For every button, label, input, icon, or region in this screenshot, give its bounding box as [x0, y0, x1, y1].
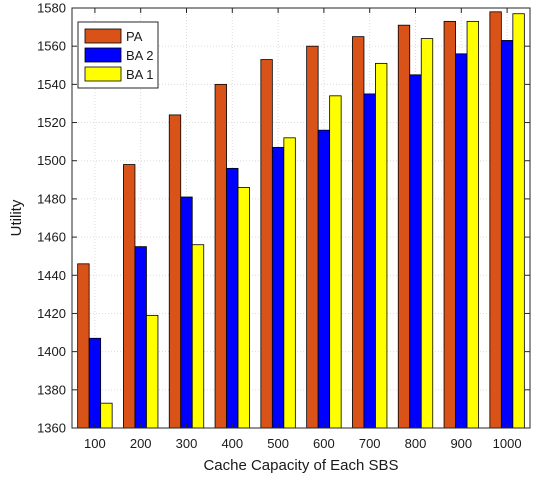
ticks: 1360 1380 1400 1420 1440 1460 1480 1500 1520 1540…	[37, 1, 530, 451]
x-tick-label: 500	[267, 436, 289, 451]
bar-pa	[77, 263, 90, 429]
bar-ba-1	[283, 137, 296, 429]
legend-swatch	[84, 28, 122, 44]
bar-ba-1	[100, 402, 113, 429]
y-tick-label: 1380	[37, 382, 66, 397]
legend: PA BA 2 BA 1	[77, 21, 159, 89]
bar-pa	[352, 36, 365, 429]
bar-ba-2	[88, 337, 102, 429]
bar-ba-2	[180, 196, 193, 429]
bar-pa	[397, 24, 411, 429]
bar-ba-1	[237, 187, 250, 429]
y-tick-label: 1560	[37, 39, 66, 54]
legend-label: BA 2	[126, 48, 153, 63]
bar-ba-1	[420, 38, 434, 429]
bar-ba-2	[134, 246, 147, 429]
bar-ba-1	[191, 244, 205, 429]
x-tick-label: 600	[313, 436, 335, 451]
x-tick-label: 300	[176, 436, 198, 451]
x-tick-label: 800	[405, 436, 427, 451]
bar-ba-1	[512, 13, 525, 429]
y-tick-label: 1400	[37, 344, 66, 359]
y-axis-label: Utility	[8, 199, 25, 236]
y-tick-label: 1460	[37, 230, 66, 245]
bar-ba-2	[500, 40, 514, 429]
y-tick-label: 1500	[37, 153, 66, 168]
y-tick-label: 1520	[37, 115, 66, 130]
legend-label: PA	[126, 29, 143, 44]
bar-ba-2	[317, 129, 331, 429]
y-tick-label: 1360	[37, 421, 66, 436]
bar-pa	[123, 164, 136, 429]
bar-ba-1	[466, 20, 479, 429]
legend-swatch	[84, 47, 122, 63]
y-tick-label: 1440	[37, 268, 66, 283]
bar-ba-2	[409, 74, 422, 429]
x-tick-label: 1000	[493, 436, 522, 451]
bar-ba-2	[455, 53, 468, 429]
x-tick-label: 100	[84, 436, 106, 451]
x-tick-label: 200	[130, 436, 152, 451]
bar-pa	[168, 114, 182, 429]
bar-ba-1	[329, 95, 342, 429]
plot-frame	[71, 7, 531, 429]
x-axis-label: Cache Capacity of Each SBS	[203, 457, 398, 474]
bar-pa	[306, 45, 319, 429]
y-tick-label: 1420	[37, 306, 66, 321]
bar-ba-2	[271, 146, 285, 429]
y-tick-label: 1480	[37, 191, 66, 206]
bar-ba-2	[226, 167, 239, 429]
bar-pa	[443, 20, 456, 429]
y-tick-label: 1540	[37, 77, 66, 92]
legend-label: BA 1	[126, 67, 153, 82]
bar-pa	[214, 83, 227, 429]
x-tick-label: 400	[221, 436, 243, 451]
bar-pa	[489, 11, 502, 429]
y-tick-label: 1580	[37, 1, 66, 16]
bar-ba-1	[146, 314, 159, 429]
x-tick-label: 700	[359, 436, 381, 451]
bar-ba-2	[363, 93, 376, 429]
bar-ba-1	[375, 62, 388, 429]
bar-pa	[260, 59, 273, 429]
legend-swatch	[84, 66, 122, 82]
x-tick-label: 900	[450, 436, 472, 451]
